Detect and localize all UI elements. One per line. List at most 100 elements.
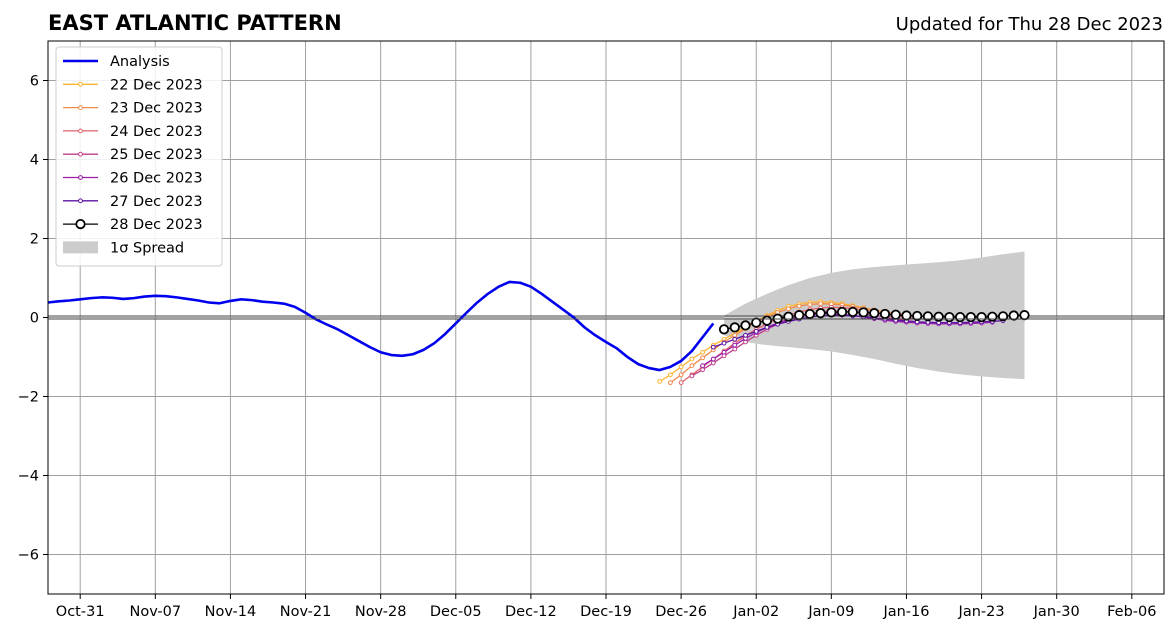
data-point [710,360,716,366]
x-tick-label: Dec-05 [430,604,482,620]
axes: Oct-31 Nov-07 Nov-14 Nov-21 Nov-28 Dec-05 Dec-… [18,40,1165,620]
data-point [718,324,730,335]
data-point [847,306,858,318]
data-point [761,315,773,326]
data-point [751,317,762,328]
data-point [922,311,934,322]
data-point [804,308,815,320]
legend-marker [75,219,86,230]
chart-subtitle: Updated for Thu 28 Dec 2023 [896,14,1163,35]
data-point [729,322,740,333]
legend-marker [78,198,83,204]
data-point [743,332,748,338]
data-point [836,306,848,318]
data-point [732,332,738,338]
data-point [858,307,869,318]
legend-label: 24 Dec 2023 [110,124,203,140]
legend-item: 22 Dec 2023 [63,77,203,93]
x-tick-label: Nov-28 [355,604,407,620]
data-point [933,311,944,322]
data-point [689,356,695,362]
series-group [47,280,1030,386]
x-tick-label: Nov-21 [280,604,332,620]
x-tick-label: Dec-26 [655,604,707,620]
legend-marker [78,105,83,110]
data-point [764,324,770,330]
y-tick-label: 0 [30,311,39,327]
legend-item: 1σ Spread [63,240,184,256]
x-tick-label: Dec-19 [580,604,632,620]
series-line [713,314,1004,348]
data-point [807,302,813,307]
data-point [700,363,705,369]
legend-label: 22 Dec 2023 [110,77,203,93]
data-point [700,355,705,361]
y-tick-label: 4 [30,153,39,169]
data-point [740,320,751,331]
data-point [869,308,880,319]
legend-swatch [63,241,98,254]
data-point [700,367,705,373]
plot-frame [47,40,1165,595]
data-point [901,310,912,321]
data-point [753,328,759,334]
legend-marker [78,175,83,180]
data-point [732,342,738,348]
legend-item: 24 Dec 2023 [63,124,203,140]
x-tick-label: Jan-09 [807,604,854,620]
legend-label: 28 Dec 2023 [110,217,203,233]
data-point [1008,310,1019,321]
data-point [678,380,684,386]
legend-label: 25 Dec 2023 [110,147,203,163]
x-tick-label: Jan-02 [732,604,779,620]
legend-box [55,46,223,267]
data-point [965,312,976,323]
legend-item: 25 Dec 2023 [63,147,203,163]
data-point [689,373,695,379]
legend-label: 27 Dec 2023 [110,194,203,210]
x-tick-label: Jan-30 [1033,604,1080,620]
legend-item: 23 Dec 2023 [63,101,203,117]
data-point [815,308,826,319]
legend-label: 1σ Spread [110,240,184,256]
legend-marker [78,151,83,157]
data-point [732,336,738,342]
legend: Analysis 22 Dec 2023 23 Dec 2023 24 Dec 202… [55,46,223,267]
data-point [710,344,716,350]
legend-marker [78,81,83,87]
x-tick-label: Feb-06 [1107,604,1156,620]
x-tick-label: Nov-07 [130,604,182,620]
data-point [997,311,1009,322]
data-point [890,309,901,320]
data-point [955,312,966,323]
y-tick-label: 6 [30,74,39,90]
legend-marker [78,128,83,134]
legend-label: 26 Dec 2023 [110,171,203,187]
legend-label: 23 Dec 2023 [110,101,203,117]
data-point [1019,310,1030,321]
x-tick-label: Jan-16 [882,604,929,620]
data-point [879,308,891,320]
legend-item: 28 Dec 2023 [63,217,203,233]
legend-item: 27 Dec 2023 [63,194,203,210]
series-analysis [47,280,715,372]
data-point [794,310,805,321]
y-tick-label: −2 [18,390,39,406]
x-tick-label: Oct-31 [56,604,105,620]
data-point [700,349,705,355]
data-point [721,349,727,355]
data-point [732,346,738,352]
data-point [912,310,923,322]
data-point [667,380,673,386]
legend-item: 26 Dec 2023 [63,171,203,187]
data-point [786,306,791,312]
data-point [678,372,684,378]
x-tick-label: Dec-12 [505,604,557,620]
data-point [721,340,727,346]
data-point [678,364,684,370]
y-tick-label: −4 [18,469,39,485]
y-tick-label: −6 [18,548,39,564]
data-point [796,303,802,309]
x-tick-label: Jan-23 [958,604,1005,620]
